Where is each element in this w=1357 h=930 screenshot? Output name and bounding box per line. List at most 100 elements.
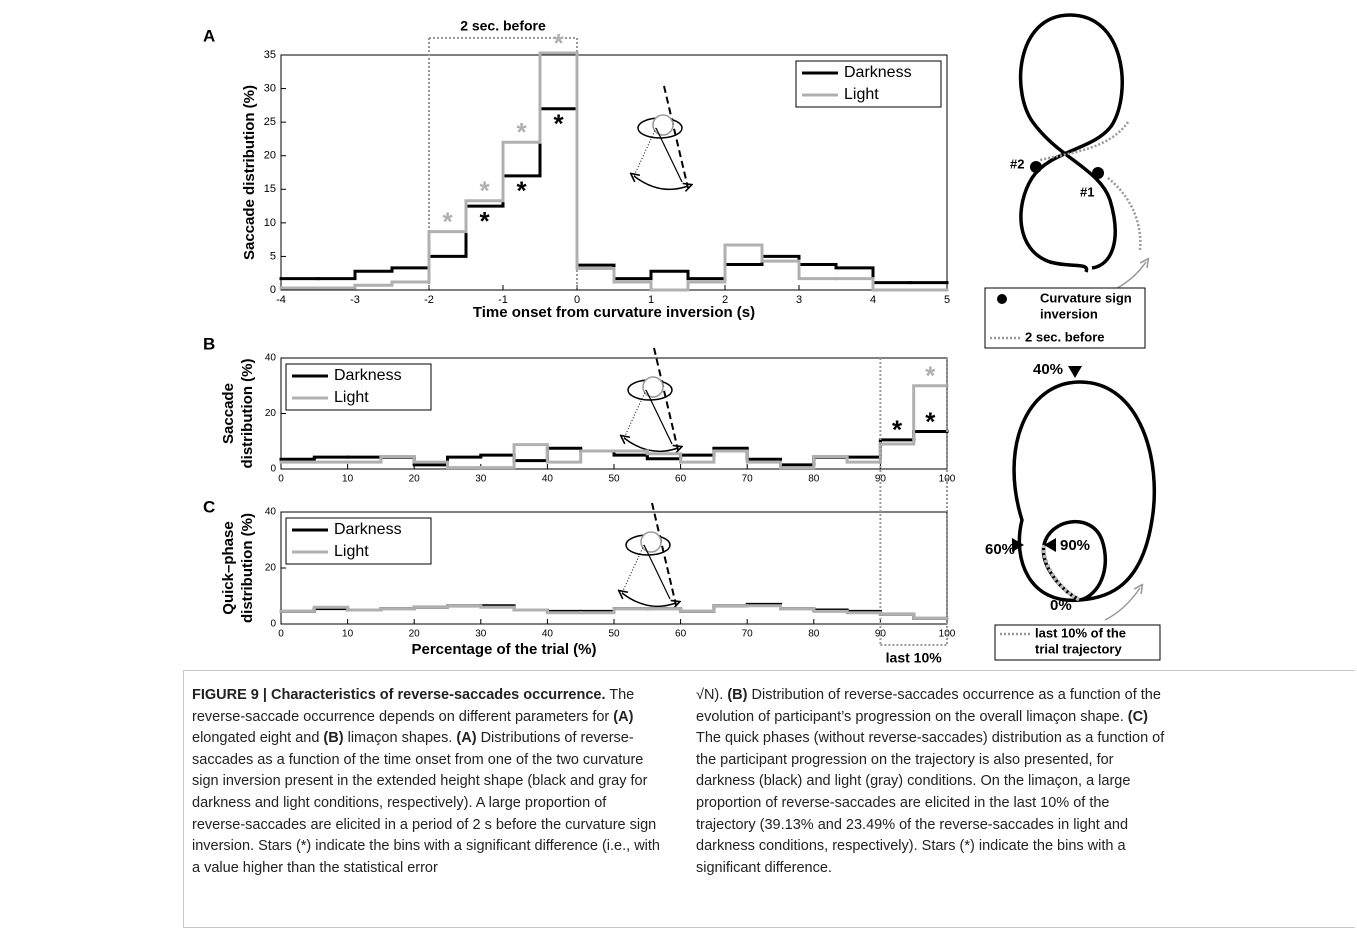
legend-label: Light (844, 86, 879, 103)
x-tick-label: 80 (808, 629, 820, 640)
caption-run: Distributions of reverse-saccades as a f… (192, 730, 660, 876)
significance-star: * (479, 206, 490, 236)
y-axis-label: distribution (%) (239, 513, 256, 623)
significance-star: * (479, 176, 490, 206)
y-tick-label: 40 (265, 507, 277, 518)
significance-star: * (892, 415, 903, 445)
caption-run: (B) (323, 730, 344, 747)
point-label: #1 (1080, 184, 1094, 199)
caption-run: FIGURE 9 | Characteristics of reverse-sa… (192, 687, 606, 703)
diagram-legend-box (994, 624, 1161, 661)
legend-box (285, 363, 432, 411)
marker-60 (1012, 538, 1024, 552)
x-tick-label: 0 (278, 474, 284, 485)
legend-dot (997, 294, 1007, 304)
diagram-legend-label: inversion (1040, 306, 1098, 321)
x-tick-label: 1 (648, 294, 654, 306)
x-tick-label: 70 (742, 474, 754, 485)
significance-star: * (516, 176, 527, 206)
y-tick-label: 20 (265, 408, 277, 419)
icon-head (642, 376, 664, 398)
icon-arrow (622, 593, 676, 606)
y-tick-label: 0 (270, 619, 276, 630)
figure: A 0 5 10 15 20 25 30 35 -4 -3 -2 -1 0 1 2 3 4 5 Saccade dis… (203, 13, 1161, 666)
x-tick-label: 3 (796, 294, 802, 306)
diagram-legend-label: 2 sec. before (1025, 329, 1105, 344)
limacon-dashed (1041, 544, 1081, 602)
caption: FIGURE 9 | Characteristics of reverse-sa… (183, 670, 1355, 928)
bracket-label: last 10% (886, 650, 943, 666)
progress-label: 40% (1033, 361, 1063, 378)
y-axis-label: Quick–phase (220, 521, 237, 614)
x-tick-label: -2 (424, 294, 434, 306)
x-tick-label: 2 (722, 294, 728, 306)
y-tick-label: 0 (270, 464, 276, 475)
y-tick-label: 20 (265, 563, 277, 574)
caption-run: The reverse-saccade occurrence depends o… (192, 687, 635, 725)
y-tick-label: 5 (270, 250, 276, 262)
x-tick-label: 80 (808, 474, 820, 485)
caption-run: (A) (613, 708, 634, 725)
x-tick-label: 70 (742, 629, 754, 640)
y-tick-label: 25 (264, 116, 276, 128)
y-tick-label: 10 (264, 217, 276, 229)
x-tick-label: 0 (278, 629, 284, 640)
icon-ray (643, 544, 671, 600)
x-tick-label: 30 (475, 629, 487, 640)
icon-ray (655, 127, 683, 183)
icon-gaze (653, 347, 679, 451)
x-tick-label: 20 (409, 474, 421, 485)
limacon-trajectory (1012, 380, 1157, 602)
legend-label: Darkness (334, 521, 402, 538)
caption-run: Distribution of reverse-saccades occurre… (696, 687, 1161, 725)
progress-label: 0% (1050, 597, 1072, 614)
icon-head (652, 114, 674, 136)
marker-40 (1068, 366, 1082, 378)
y-axis-label: Saccade (220, 383, 237, 444)
caption-left: FIGURE 9 | Characteristics of reverse-sa… (192, 685, 662, 879)
x-tick-label: 50 (608, 629, 620, 640)
caption-run: √N). (696, 687, 728, 703)
panel-letter: C (203, 497, 215, 516)
significance-star: * (516, 117, 527, 147)
x-tick-label: 5 (944, 294, 950, 306)
x-tick-label: 60 (675, 629, 687, 640)
y-tick-label: 40 (265, 353, 277, 364)
caption-right: √N). (B) Distribution of reverse-saccade… (696, 685, 1166, 879)
diagram-legend-label: last 10% of the (1035, 625, 1126, 640)
x-tick-label: 4 (870, 294, 876, 306)
icon-gaze (651, 502, 677, 606)
significance-star: * (553, 28, 564, 58)
x-tick-label: 10 (342, 629, 354, 640)
eight-dashed (1107, 177, 1142, 251)
y-tick-label: 30 (264, 82, 276, 94)
significance-star: * (442, 206, 453, 236)
x-tick-label: -4 (276, 294, 286, 306)
x-tick-label: -3 (350, 294, 360, 306)
legend-label: Darkness (844, 64, 912, 81)
y-tick-label: 20 (264, 150, 276, 162)
x-tick-label: 30 (475, 474, 487, 485)
y-axis-label: distribution (%) (239, 359, 256, 469)
icon-head (640, 531, 662, 553)
significance-star: * (925, 361, 936, 391)
eight-trajectory (1018, 13, 1124, 273)
diagram-legend-label: trial trajectory (1035, 641, 1122, 656)
progress-label: 60% (985, 541, 1015, 558)
x-tick-label: 0 (574, 294, 580, 306)
x-tick-label: 40 (542, 629, 554, 640)
icon-gaze (663, 85, 689, 189)
point-label: #2 (1010, 156, 1024, 171)
x-axis-label: Percentage of the trial (%) (411, 641, 596, 658)
x-tick-label: 60 (675, 474, 687, 485)
icon-ray (645, 389, 673, 445)
legend-box (285, 517, 432, 565)
significance-star: * (925, 406, 936, 436)
x-tick-label: 40 (542, 474, 554, 485)
y-tick-label: 15 (264, 183, 276, 195)
legend-label: Light (334, 543, 369, 560)
inversion-point (1092, 167, 1104, 179)
limacon-arrow (1104, 588, 1140, 621)
inversion-point (1030, 161, 1042, 173)
